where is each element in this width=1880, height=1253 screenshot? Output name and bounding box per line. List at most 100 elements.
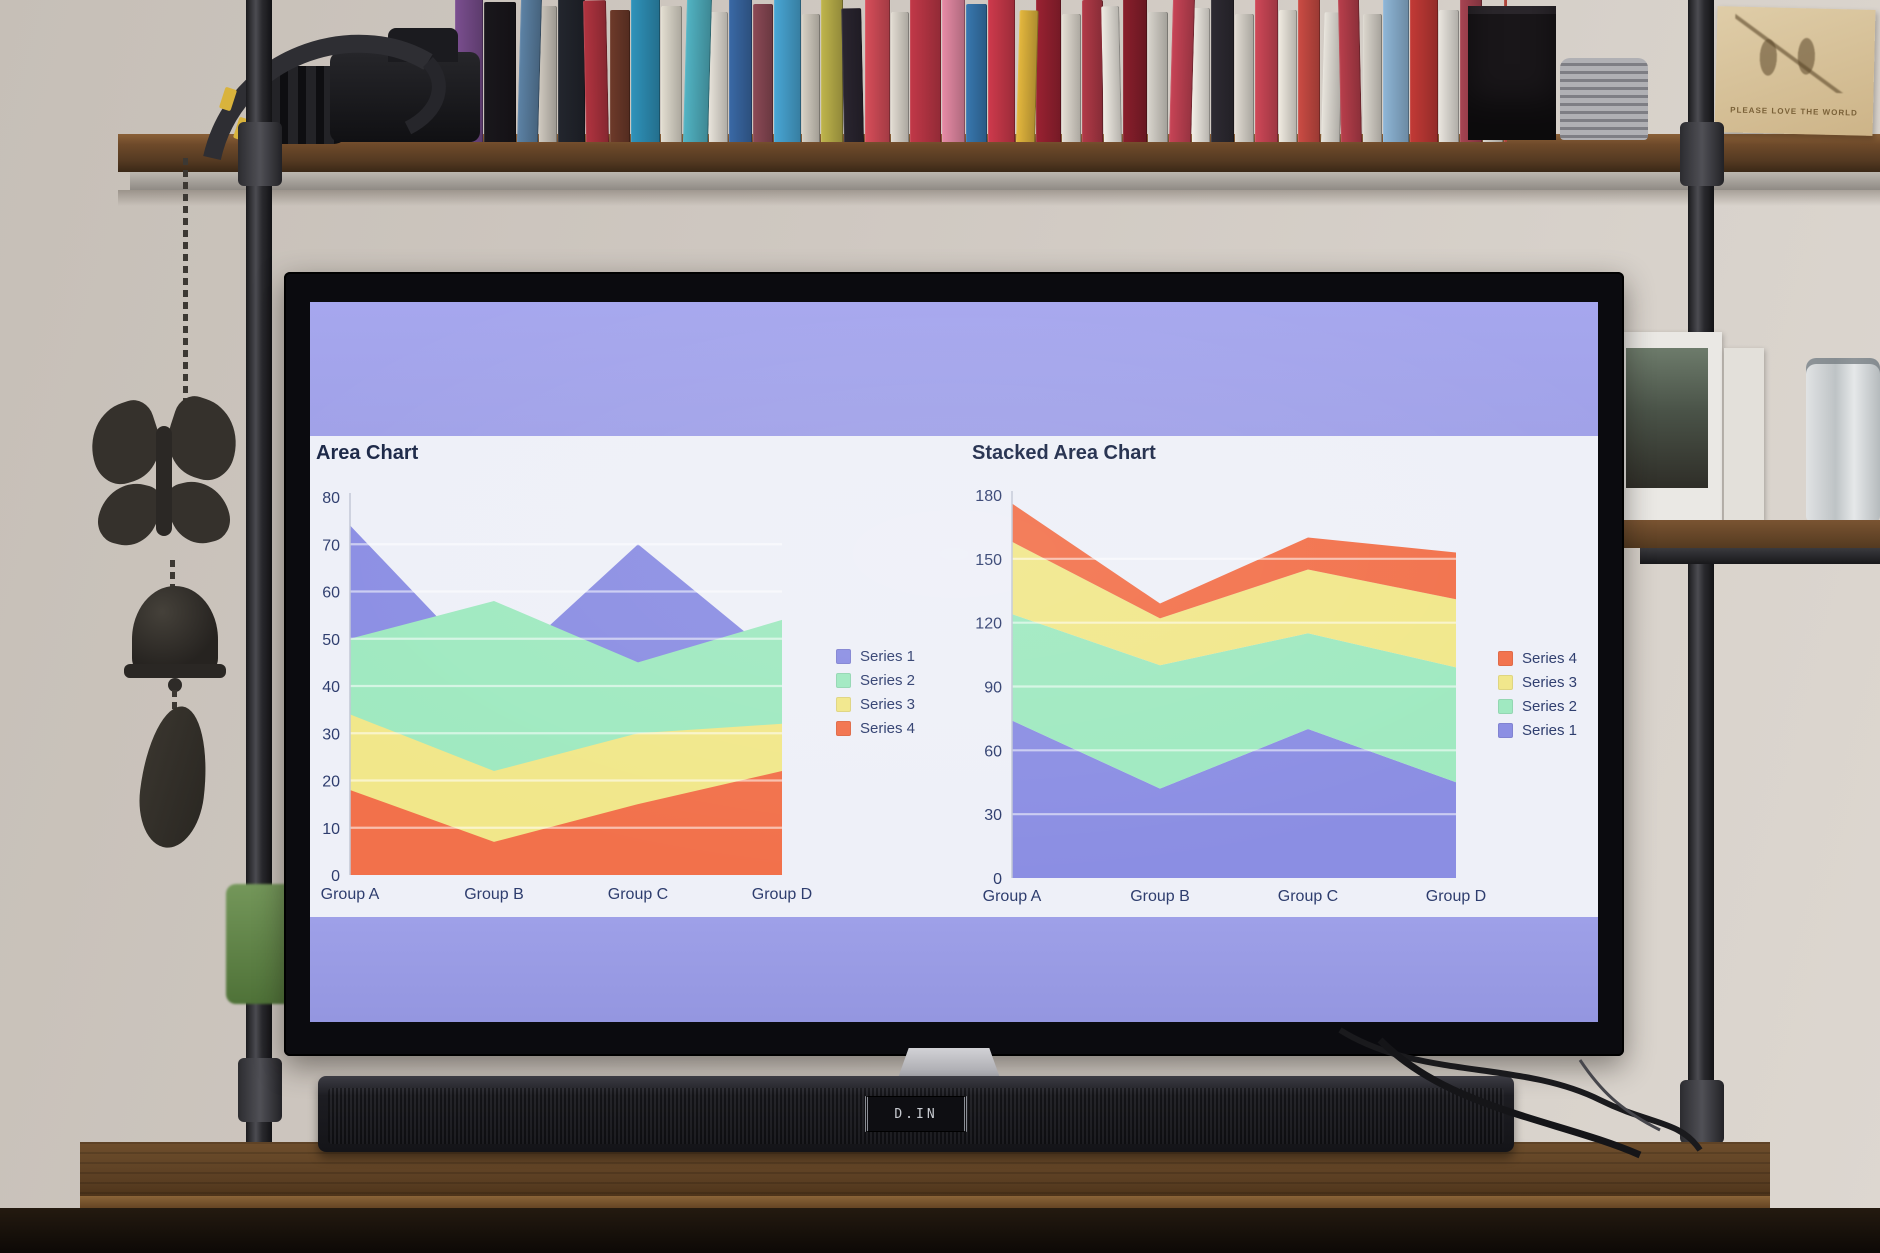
- dvd-spine: [631, 0, 660, 142]
- dvd-spine: [1123, 0, 1147, 142]
- pole-clamp: [238, 122, 282, 186]
- y-tick-label: 20: [322, 774, 340, 791]
- dvd-spine: [1383, 0, 1409, 142]
- dvd-spine: [558, 0, 585, 142]
- left-chart-legend: Series 1 Series 2 Series 3 Series 4: [836, 648, 915, 737]
- legend-label: Series 1: [1522, 722, 1578, 739]
- dvd-spine: [484, 2, 516, 142]
- dvd-book-row: [455, 0, 1507, 142]
- dvd-spine: [517, 0, 543, 142]
- dvd-spine: [802, 14, 820, 142]
- dvd-spine: [1082, 0, 1103, 142]
- cables: [1338, 1027, 1703, 1159]
- dvd-spine: [753, 4, 773, 142]
- chart-panel: Area Chart Stacked Area Chart 0 10 20 30 40 5…: [310, 436, 1598, 917]
- y-tick-label: 0: [331, 868, 340, 885]
- top-shelf-metal-frame: [130, 172, 1880, 190]
- legend-swatch: [836, 649, 851, 664]
- dvd-spine: [841, 8, 864, 142]
- legend-swatch: [836, 673, 851, 688]
- dvd-spine: [1337, 0, 1362, 142]
- x-category-label: Group B: [1130, 888, 1190, 905]
- leaf-pendant: [133, 702, 215, 852]
- legend-label: Series 3: [1522, 674, 1578, 691]
- stacked-band-series-2: [1012, 614, 1456, 789]
- legend-label: Series 4: [1522, 650, 1578, 667]
- y-tick-label: 60: [322, 585, 340, 602]
- dvd-spine: [1148, 12, 1168, 142]
- dvd-spine: [1036, 0, 1061, 142]
- black-media-boxes: [1468, 6, 1556, 140]
- right-shelf-board: [1620, 520, 1880, 548]
- dvd-spine: [1279, 10, 1297, 142]
- dvd-spine: [774, 0, 801, 142]
- right-shelf-pipe: [1640, 548, 1880, 564]
- soundbar-display: D.IN: [865, 1096, 967, 1132]
- x-category-label: Group A: [321, 886, 380, 903]
- plaque-sketch: [1733, 12, 1846, 94]
- disc-stack: [1560, 58, 1648, 140]
- dvd-spine: [1169, 0, 1196, 142]
- dvd-spine: [683, 0, 713, 142]
- table-front-edge: [80, 1196, 1770, 1210]
- legend-item: Series 4: [836, 720, 915, 737]
- legend-label: Series 3: [860, 696, 916, 713]
- y-tick-label: 10: [322, 821, 340, 838]
- y-tick-label: 30: [322, 726, 340, 743]
- legend-label: Series 2: [1522, 698, 1578, 715]
- tv-screen: Area Chart Stacked Area Chart 0 10 20 30 40 5…: [310, 302, 1598, 1022]
- y-tick-label: 40: [322, 679, 340, 696]
- y-tick-label: 180: [975, 488, 1002, 505]
- legend-swatch: [836, 697, 851, 712]
- wooden-plaque: PLEASE LOVE THE WORLD: [1714, 6, 1876, 136]
- camera-body: [330, 52, 480, 142]
- stacked-band-series-4: [1012, 503, 1456, 619]
- left-chart-title: Area Chart: [316, 442, 419, 464]
- y-tick-label: 150: [975, 552, 1002, 569]
- floor-shadow: [0, 1208, 1880, 1253]
- dvd-spine: [865, 0, 890, 142]
- x-category-label: Group A: [983, 888, 1042, 905]
- dvd-spine: [821, 0, 843, 142]
- dvd-spine: [966, 4, 987, 142]
- x-category-label: Group C: [608, 886, 668, 903]
- dvd-spine: [1101, 6, 1122, 142]
- photo-frame: [1612, 332, 1722, 522]
- leaf-chain: [172, 690, 177, 712]
- dvd-spine: [1235, 14, 1254, 142]
- dvd-spine: [1211, 0, 1234, 142]
- area-series-4: [350, 771, 782, 875]
- legend-label: Series 4: [860, 720, 916, 737]
- y-tick-label: 60: [984, 743, 1002, 760]
- legend-item: Series 3: [836, 696, 915, 713]
- bell-clapper: [168, 678, 182, 692]
- legend-label: Series 1: [860, 648, 916, 665]
- dvd-spine: [709, 12, 728, 142]
- dvd-spine: [1298, 0, 1320, 142]
- framed-photo: [1626, 348, 1708, 488]
- legend-item: Series 3: [1498, 674, 1577, 691]
- plaque-text: PLEASE LOVE THE WORLD: [1730, 105, 1858, 118]
- y-tick-label: 90: [984, 680, 1002, 697]
- x-category-label: Group D: [752, 886, 812, 903]
- bell-lip: [124, 664, 226, 678]
- dvd-spine: [1192, 8, 1210, 142]
- glass-jar: [1806, 358, 1880, 522]
- dvd-spine: [1439, 10, 1459, 142]
- soundbar: D.IN: [318, 1076, 1514, 1152]
- legend-item: Series 4: [1498, 650, 1577, 667]
- charts-svg: 0 10 20 30 40 50 60 70 80 Group A Group B Group C Gr…: [321, 488, 1487, 905]
- dvd-spine: [891, 12, 909, 142]
- y-tick-label: 30: [984, 807, 1002, 824]
- left-pipe-pole: [246, 0, 272, 1253]
- camera-strap: [203, 34, 446, 160]
- right-chart-legend: Series 4 Series 3 Series 2 Series 1: [1498, 650, 1577, 739]
- legend-swatch: [836, 721, 851, 736]
- screen-bottom-band: [310, 917, 1598, 1022]
- legend-swatch: [1498, 699, 1513, 714]
- bell-ornament: [132, 586, 218, 672]
- legend-swatch: [1498, 675, 1513, 690]
- dvd-spine: [1410, 0, 1438, 142]
- y-tick-label: 0: [993, 871, 1002, 888]
